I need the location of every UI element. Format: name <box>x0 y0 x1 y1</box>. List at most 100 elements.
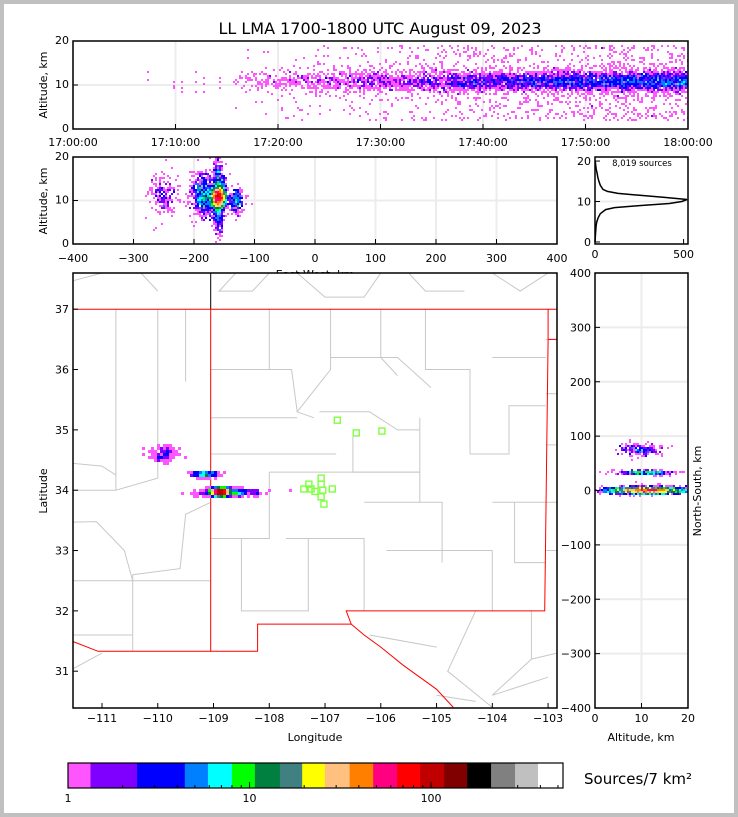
source-bin <box>571 111 573 113</box>
source-bin <box>213 167 215 169</box>
source-bin <box>181 87 183 89</box>
source-bin <box>335 77 337 79</box>
source-bin <box>535 85 537 87</box>
source-bin <box>621 73 623 75</box>
source-bin <box>197 201 199 203</box>
source-bin <box>461 87 463 89</box>
source-bin <box>209 197 211 199</box>
source-bin <box>453 91 455 93</box>
source-bin <box>397 79 399 81</box>
source-bin <box>633 99 635 101</box>
source-bin <box>193 195 195 197</box>
source-bin <box>399 45 401 47</box>
x-tick-label: 500 <box>673 248 694 261</box>
source-bin <box>623 489 625 491</box>
source-bin <box>651 97 653 99</box>
source-bin <box>163 444 166 447</box>
source-bin <box>215 173 217 175</box>
source-bin <box>629 471 631 473</box>
source-bin <box>641 87 643 89</box>
source-bin <box>225 215 227 217</box>
source-bin <box>325 93 327 95</box>
source-bin <box>675 471 677 473</box>
colorbar-segment <box>467 763 492 788</box>
source-bin <box>501 73 503 75</box>
source-bin <box>635 75 637 77</box>
source-bin <box>202 471 205 474</box>
source-bin <box>191 203 193 205</box>
source-bin <box>405 89 407 91</box>
source-bin <box>305 75 307 77</box>
source-bin <box>403 87 405 89</box>
source-bin <box>437 75 439 77</box>
source-bin <box>511 73 513 75</box>
source-bin <box>471 75 473 77</box>
source-bin <box>633 491 635 493</box>
source-bin <box>631 73 633 75</box>
source-bin <box>263 51 265 53</box>
source-bin <box>363 81 365 83</box>
source-bin <box>593 65 595 67</box>
source-bin <box>199 201 201 203</box>
source-bin <box>433 83 435 85</box>
source-bin <box>625 489 627 491</box>
source-bin <box>567 87 569 89</box>
source-bin <box>409 83 411 85</box>
source-bin <box>619 75 621 77</box>
source-bin <box>395 79 397 81</box>
source-bin <box>623 449 625 451</box>
source-bin <box>501 61 503 63</box>
source-bin <box>197 185 199 187</box>
source-bin <box>565 67 567 69</box>
source-bin <box>637 113 639 115</box>
source-bin <box>429 91 431 93</box>
source-bin <box>363 79 365 81</box>
source-bin <box>343 91 345 93</box>
source-bin <box>633 471 635 473</box>
source-bin <box>651 55 653 57</box>
source-bin <box>359 77 361 79</box>
source-bin <box>213 211 215 213</box>
source-bin <box>685 83 687 85</box>
source-bin <box>669 53 671 55</box>
source-bin <box>197 211 199 213</box>
source-bin <box>447 83 449 85</box>
source-bin <box>593 95 595 97</box>
source-bin <box>467 93 469 95</box>
source-bin <box>651 493 653 495</box>
source-bin <box>265 113 267 115</box>
source-bin <box>653 47 655 49</box>
source-bin <box>201 185 203 187</box>
source-bin <box>623 49 625 51</box>
source-bin <box>219 221 221 223</box>
source-bin <box>559 89 561 91</box>
source-bin <box>154 453 157 456</box>
x-tick-label: −110 <box>143 712 173 725</box>
source-bin <box>155 193 157 195</box>
source-bin <box>451 77 453 79</box>
source-bin <box>673 485 675 487</box>
source-bin <box>649 69 651 71</box>
source-bin <box>539 73 541 75</box>
source-density-marks <box>145 157 253 243</box>
source-bin <box>391 89 393 91</box>
source-bin <box>151 191 153 193</box>
source-bin <box>421 87 423 89</box>
source-bin <box>411 81 413 83</box>
source-bin <box>265 85 267 87</box>
source-bin <box>223 219 225 221</box>
lma-station-marker <box>300 485 308 493</box>
source-bin <box>679 59 681 61</box>
source-bin <box>445 81 447 83</box>
source-bin <box>163 173 165 175</box>
source-bin <box>657 489 659 491</box>
source-bin <box>521 75 523 77</box>
source-bin <box>537 71 539 73</box>
source-bin <box>637 69 639 71</box>
source-bin <box>573 85 575 87</box>
source-bin <box>511 77 513 79</box>
lma-station-marker <box>328 485 336 493</box>
source-bin <box>221 179 223 181</box>
source-bin <box>637 469 639 471</box>
source-bin <box>643 59 645 61</box>
